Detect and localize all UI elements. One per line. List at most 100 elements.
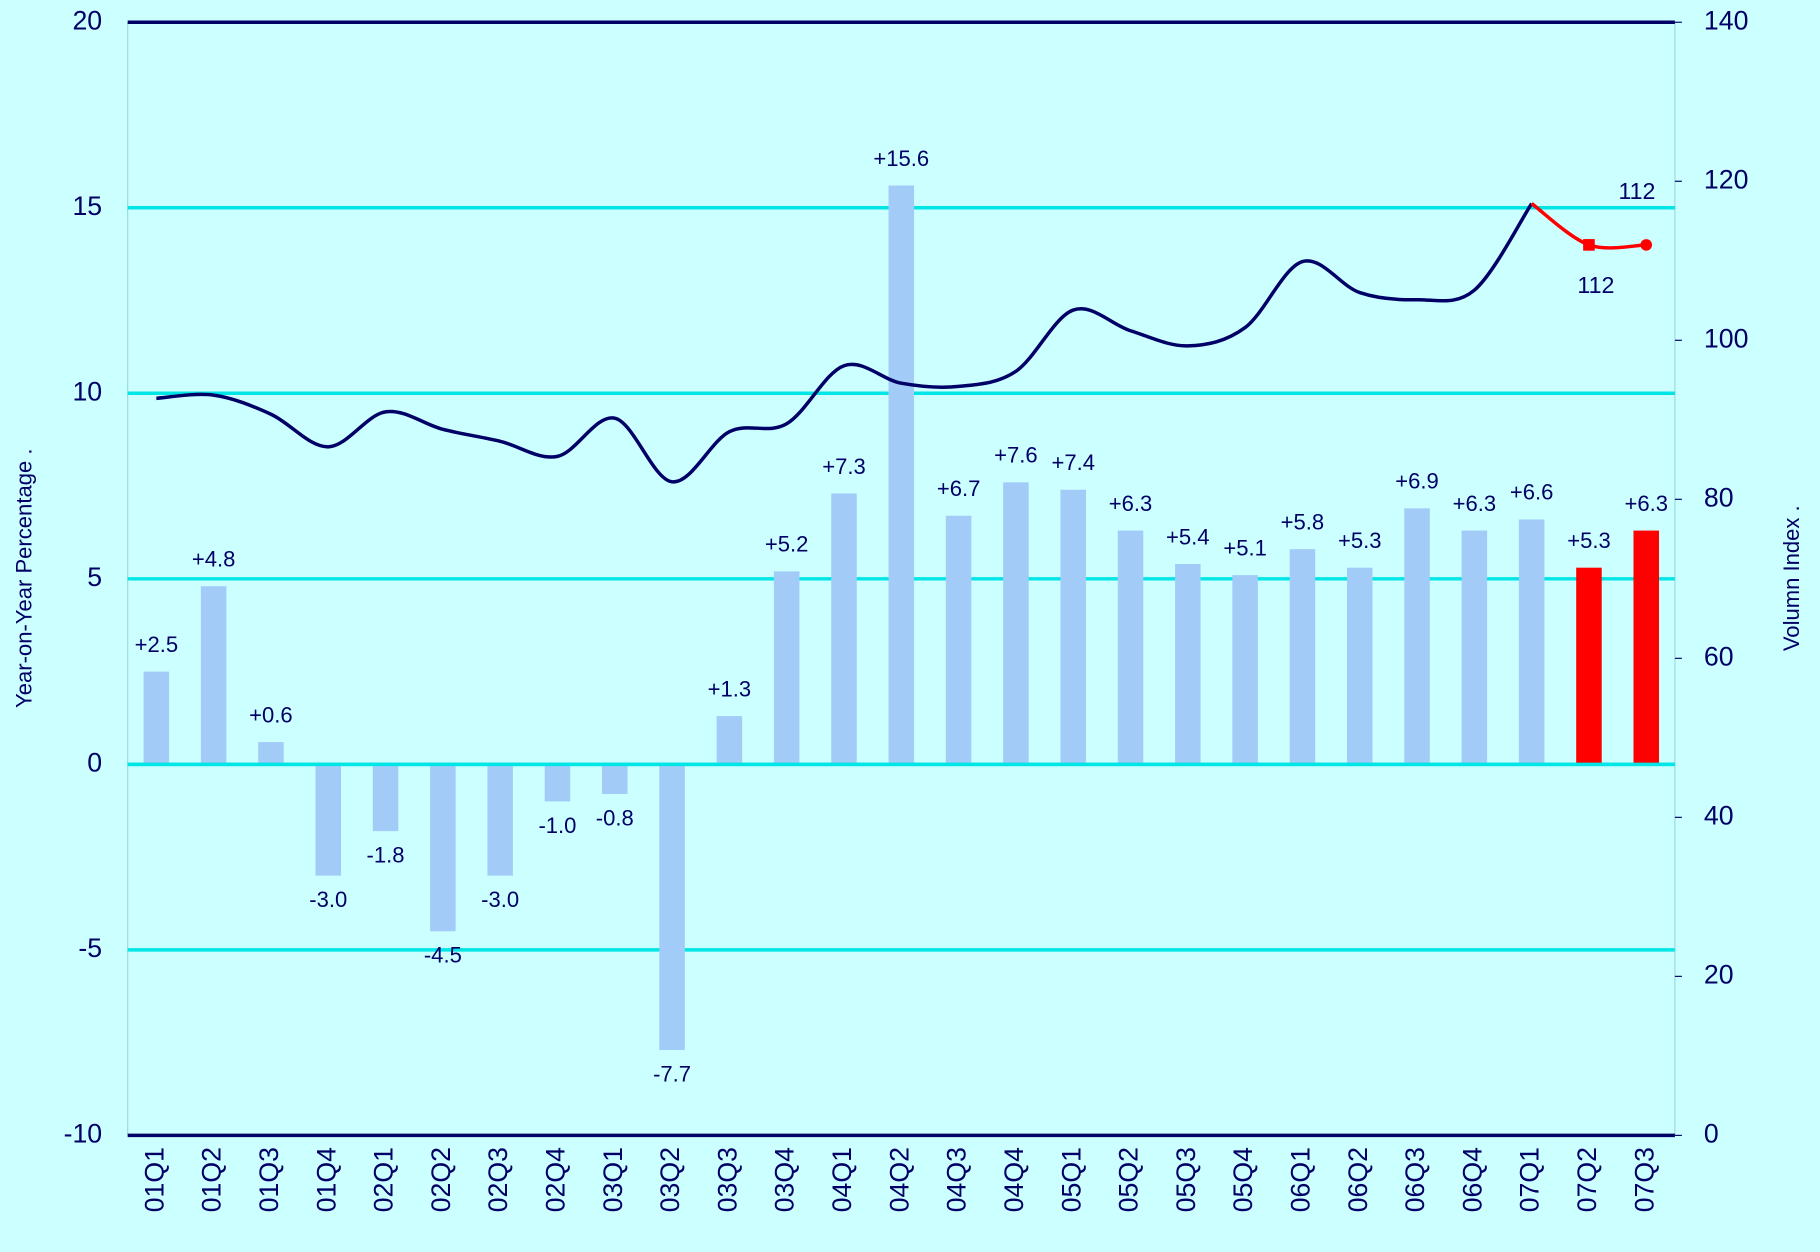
bar-value-label: +5.1 bbox=[1223, 535, 1267, 560]
line-marker bbox=[1583, 239, 1595, 251]
bar-value-label: +7.4 bbox=[1051, 450, 1095, 475]
y2-tick-label: 120 bbox=[1704, 164, 1749, 194]
x-tick-label: 05Q4 bbox=[1228, 1147, 1258, 1212]
y2-axis-label: Volumn Index . bbox=[1779, 505, 1804, 651]
y-tick-label: -5 bbox=[78, 933, 102, 963]
bar bbox=[430, 764, 456, 932]
x-tick-label: 03Q1 bbox=[598, 1147, 628, 1212]
bar-value-label: +7.3 bbox=[822, 454, 866, 479]
line-series bbox=[156, 202, 1534, 484]
bar bbox=[1404, 508, 1430, 765]
x-tick-label: 06Q1 bbox=[1285, 1147, 1315, 1212]
bar-value-label: +6.3 bbox=[1624, 491, 1668, 516]
bar-value-label: -3.0 bbox=[481, 887, 519, 912]
x-tick-label: 06Q3 bbox=[1400, 1147, 1430, 1212]
y-tick-label: 5 bbox=[87, 562, 102, 592]
y2-tick-label: 20 bbox=[1704, 959, 1734, 989]
bar bbox=[659, 764, 685, 1051]
bar-value-label: +6.3 bbox=[1109, 491, 1153, 516]
x-tick-label: 02Q4 bbox=[541, 1147, 571, 1212]
bar-value-label: +0.6 bbox=[249, 702, 293, 727]
bar bbox=[602, 764, 628, 795]
x-tick-label: 02Q2 bbox=[426, 1147, 456, 1212]
x-tick-label: 03Q3 bbox=[712, 1147, 742, 1212]
x-tick-label: 03Q2 bbox=[655, 1147, 685, 1212]
x-tick-label: 07Q1 bbox=[1515, 1147, 1545, 1212]
bar bbox=[1346, 567, 1373, 765]
bar bbox=[1232, 575, 1258, 765]
bar bbox=[945, 515, 972, 765]
x-tick-label: 04Q3 bbox=[942, 1147, 972, 1212]
bar-value-label: +6.7 bbox=[937, 476, 981, 501]
bar bbox=[1289, 549, 1316, 765]
x-tick-label: 03Q4 bbox=[770, 1147, 800, 1212]
bar bbox=[1117, 530, 1144, 765]
y2-tick-label: 80 bbox=[1704, 482, 1734, 512]
y-tick-label: 15 bbox=[72, 191, 102, 221]
bar bbox=[1518, 519, 1545, 765]
x-tick-label: 02Q1 bbox=[369, 1147, 399, 1212]
bar-value-label: -1.8 bbox=[367, 842, 405, 867]
bar-value-label: +5.2 bbox=[765, 532, 809, 557]
line-value-label: 112 bbox=[1577, 272, 1614, 298]
bar-value-label: +6.3 bbox=[1453, 491, 1497, 516]
x-tick-label: 06Q2 bbox=[1343, 1147, 1373, 1212]
y2-tick-label: 140 bbox=[1704, 5, 1749, 35]
x-tick-label: 07Q3 bbox=[1629, 1147, 1659, 1212]
bar-value-label: -0.8 bbox=[596, 805, 634, 830]
bar-value-label: +5.8 bbox=[1281, 509, 1325, 534]
bar-value-label: +5.4 bbox=[1166, 524, 1210, 549]
y-tick-label: -10 bbox=[64, 1118, 103, 1148]
bar bbox=[773, 571, 800, 765]
bar-value-label: -4.5 bbox=[424, 943, 462, 968]
bar bbox=[1003, 482, 1029, 765]
y-tick-label: 20 bbox=[72, 5, 102, 35]
y2-tick-label: 60 bbox=[1704, 641, 1734, 671]
x-tick-label: 01Q4 bbox=[311, 1147, 341, 1212]
bar-value-label: -1.0 bbox=[538, 813, 576, 838]
bar bbox=[315, 764, 342, 876]
x-tick-label: 01Q3 bbox=[254, 1147, 284, 1212]
bar bbox=[372, 764, 399, 832]
bar bbox=[1060, 489, 1086, 765]
bar bbox=[258, 742, 284, 765]
bar-value-label: +6.9 bbox=[1395, 469, 1439, 494]
bar bbox=[716, 716, 743, 765]
bar bbox=[143, 671, 170, 765]
bar bbox=[1175, 563, 1201, 765]
y2-tick-label: 40 bbox=[1704, 800, 1734, 830]
bar bbox=[888, 185, 915, 765]
y2-tick-label: 0 bbox=[1704, 1118, 1719, 1148]
x-tick-label: 04Q1 bbox=[827, 1147, 857, 1212]
bar-value-label: +5.3 bbox=[1567, 528, 1611, 553]
x-tick-label: 05Q3 bbox=[1171, 1147, 1201, 1212]
x-tick-label: 05Q2 bbox=[1114, 1147, 1144, 1212]
x-tick-label: 01Q2 bbox=[197, 1147, 227, 1212]
bar-value-label: -7.7 bbox=[653, 1061, 691, 1086]
line-marker bbox=[1640, 239, 1653, 251]
bar bbox=[487, 764, 513, 876]
bar-value-label: +15.6 bbox=[873, 146, 929, 171]
bar bbox=[1461, 530, 1488, 765]
y-tick-label: 0 bbox=[87, 747, 102, 777]
bar-value-label: -3.0 bbox=[309, 887, 347, 912]
bar-value-label: +2.5 bbox=[135, 632, 179, 657]
bar bbox=[200, 586, 227, 765]
bar-value-label: +1.3 bbox=[708, 676, 752, 701]
bar-value-label: +4.8 bbox=[192, 547, 236, 572]
bar-value-label: +5.3 bbox=[1338, 528, 1382, 553]
x-tick-label: 01Q1 bbox=[139, 1147, 169, 1212]
bar-value-label: +6.6 bbox=[1510, 480, 1554, 505]
x-tick-label: 06Q4 bbox=[1457, 1147, 1487, 1212]
x-tick-label: 02Q3 bbox=[483, 1147, 513, 1212]
y2-tick-label: 100 bbox=[1704, 323, 1749, 353]
y-tick-label: 10 bbox=[72, 376, 102, 406]
x-tick-label: 05Q1 bbox=[1056, 1147, 1086, 1212]
bar bbox=[1633, 530, 1660, 765]
line-value-label: 112 bbox=[1618, 178, 1655, 204]
x-tick-label: 07Q2 bbox=[1572, 1147, 1602, 1212]
y-axis-label: Year-on-Year Percentage . bbox=[11, 449, 36, 708]
